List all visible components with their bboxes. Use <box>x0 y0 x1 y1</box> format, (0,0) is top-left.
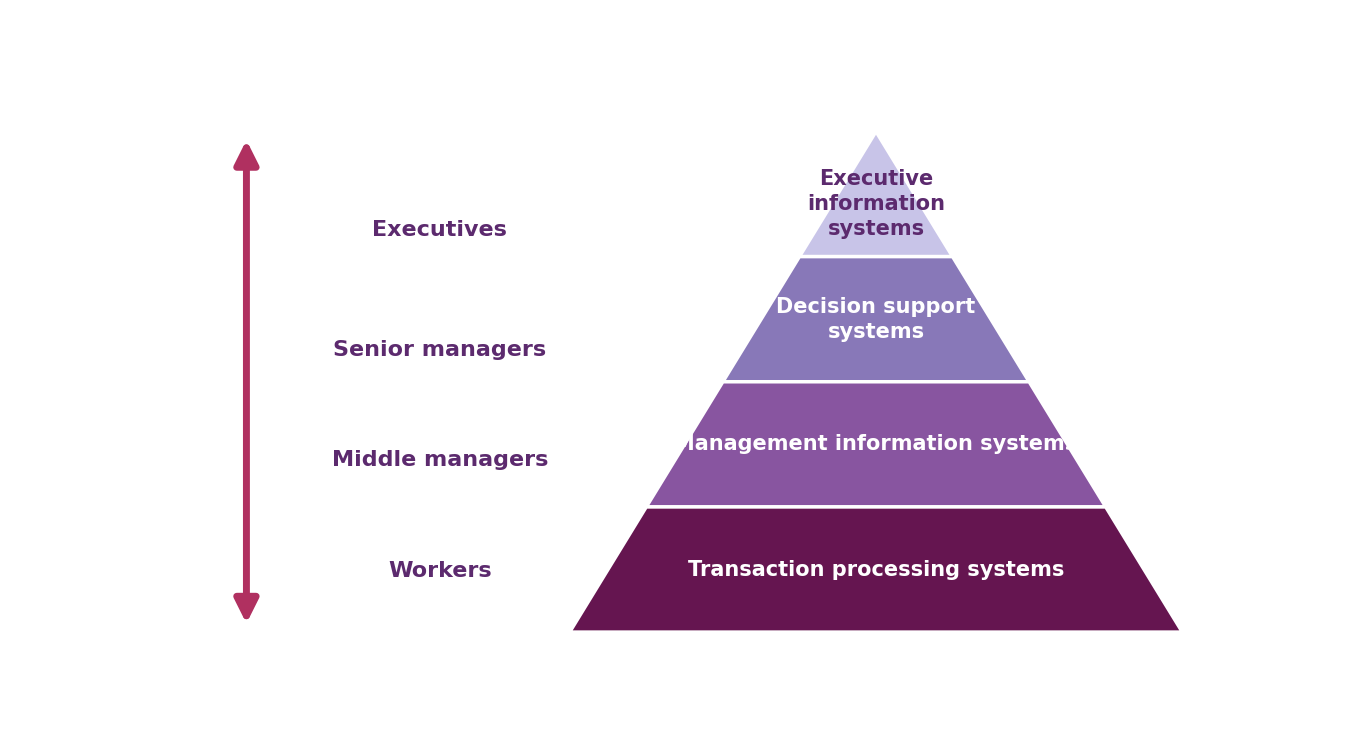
Text: Management information systems: Management information systems <box>675 435 1078 454</box>
Polygon shape <box>722 256 1029 382</box>
Text: Workers: Workers <box>388 561 492 581</box>
Polygon shape <box>570 507 1182 632</box>
Text: Transaction processing systems: Transaction processing systems <box>688 559 1065 580</box>
Text: Executives: Executives <box>372 221 507 240</box>
Polygon shape <box>646 382 1105 507</box>
Text: Middle managers: Middle managers <box>331 451 548 470</box>
Text: Senior managers: Senior managers <box>333 339 547 360</box>
Text: Decision support
systems: Decision support systems <box>777 297 976 342</box>
Polygon shape <box>800 132 953 256</box>
Text: Executive
information
systems: Executive information systems <box>807 169 945 239</box>
